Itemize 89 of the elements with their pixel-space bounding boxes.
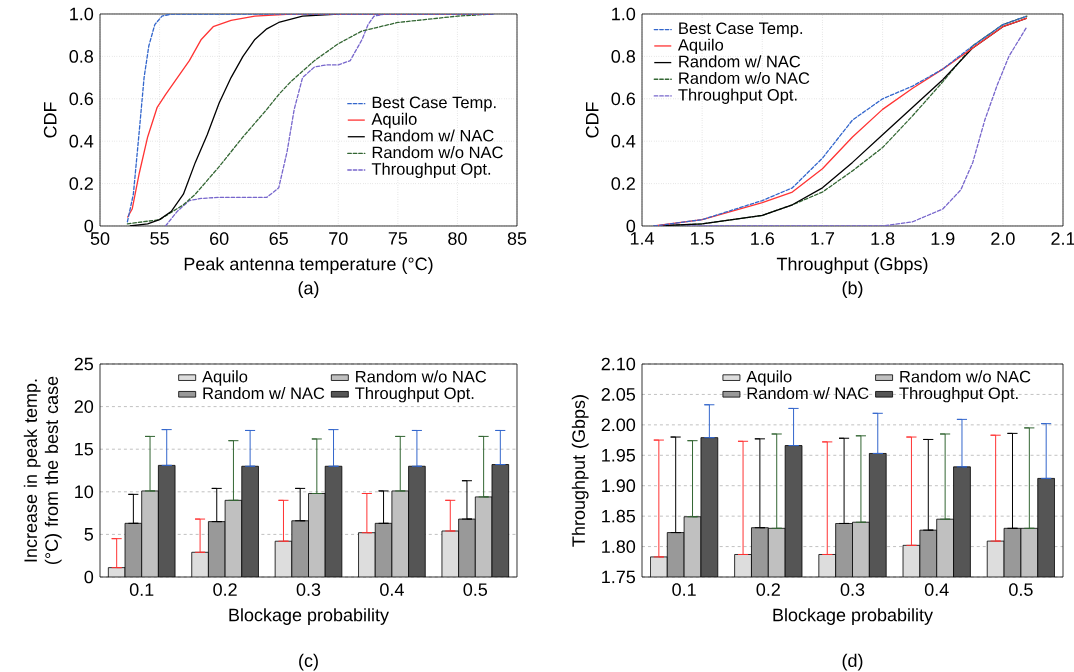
y-tick-label: 0.8 [611,50,636,63]
y-tick-label: 0.4 [69,134,94,148]
y-tick-label: 15 [75,442,94,456]
legend-label: Aquilo [746,370,792,386]
legend-label: Aquilo [371,112,417,129]
x-tick-label: 0.5 [463,583,488,596]
x-tick-label: 2.0 [991,232,1015,245]
x-tick-label: 1.9 [931,232,955,245]
x-tick-label: 2.1 [1051,232,1074,245]
x-tick-label: 1.4 [630,232,654,245]
y-tick-label: 25 [74,357,94,371]
y-tick-label: 0.2 [611,177,635,190]
x-tick-label: 0.1 [129,583,154,596]
x-tick-label: 0.2 [756,583,780,596]
legend-label: Aquilo [202,370,248,386]
legend-label: Random w/o NAC [679,71,810,85]
y-axis-title: CDF [43,102,57,138]
legend-label: Throughput Opt. [355,386,474,403]
legend-label: Throughput Opt. [899,386,1018,403]
y-tick-label: 0 [84,570,94,584]
legend-label: Random w/o NAC [356,370,487,383]
text: (c) [299,653,318,671]
y-tick-label: 0.6 [611,92,636,106]
x-tick-label: 75 [388,232,408,245]
y-axis-title: CDF [585,102,599,138]
legend-label: Random w/o NAC [372,146,503,159]
bar [358,532,376,577]
y-tick-label: 1.75 [602,570,636,584]
y-tick-label: 1.80 [602,540,636,553]
x-tick-label: 0.4 [380,583,404,596]
x-axis-title: Peak antenna temperature (°C) [184,257,433,274]
x-tick-label: 0.3 [296,583,321,596]
text: (a) [298,281,319,298]
y-tick-label: 2.05 [601,388,636,401]
x-axis-title: Blockage probability [229,608,389,625]
y-tick-label: 1.0 [70,7,94,21]
bar [141,490,159,577]
x-tick-label: 1.8 [871,232,895,245]
text: (b) [842,281,863,298]
text: (d) [842,653,863,671]
legend-label: Best Case Temp. [679,22,803,38]
legend-label: Random w/ NAC [203,386,325,400]
legend-label: Random w/ NAC [747,386,869,400]
bar [458,518,476,577]
legend-label: Throughput Opt. [678,88,797,104]
y-tick-label: 0.8 [69,50,94,63]
y-tick-label: 0 [84,219,94,233]
legend-label: Throughput Opt. [371,162,491,179]
x-tick-label: 0.1 [672,583,696,596]
bar [308,493,326,577]
y-tick-label: 0.6 [69,92,94,106]
x-axis-title: Throughput (Gbps) [776,257,928,274]
legend-label: Aquilo [677,38,724,54]
x-tick-label: 60 [210,232,229,245]
x-tick-label: 65 [269,232,288,245]
y-tick-label: 0.4 [611,134,636,148]
x-tick-label: 0.4 [924,583,949,596]
bar [408,466,426,577]
x-tick-label: 0.5 [1009,583,1033,596]
y-tick-label: 10 [75,485,94,499]
y-axis-title: Throughput (Gbps) [571,395,589,547]
bar [241,466,259,577]
y-axis-title: Increase in peak temp. (°C) from the best case [23,376,62,565]
legend-label: Random w/ NAC [679,55,801,68]
legend-label: Best Case Temp. [372,96,496,112]
y-tick-label: 0 [626,219,636,233]
y-tick-label: 20 [74,400,94,413]
y-tick-label: 5 [84,528,94,541]
x-tick-label: 55 [150,232,169,245]
y-tick-label: 2.10 [601,357,636,371]
legend-label: Random w/ NAC [372,129,494,142]
x-tick-label: 85 [507,232,527,245]
y-tick-label: 1.85 [602,509,636,523]
x-tick-label: 80 [448,232,467,245]
x-tick-label: 1.7 [811,232,835,245]
x-tick-label: 50 [90,232,110,245]
bar [291,520,309,577]
x-tick-label: 1.6 [751,232,775,245]
y-tick-label: 1.95 [602,448,636,462]
x-tick-label: 0.2 [213,583,237,596]
x-tick-label: 70 [329,232,348,245]
x-tick-label: 1.5 [691,232,714,245]
y-tick-label: 1.0 [612,7,636,21]
x-tick-label: 0.3 [840,583,865,596]
legend-label: Random w/o NAC [900,370,1031,383]
y-tick-label: 1.90 [602,479,636,493]
y-tick-label: 0.2 [69,177,93,190]
x-axis-title: Blockage probability [773,608,933,625]
y-tick-label: 2.00 [601,418,636,432]
